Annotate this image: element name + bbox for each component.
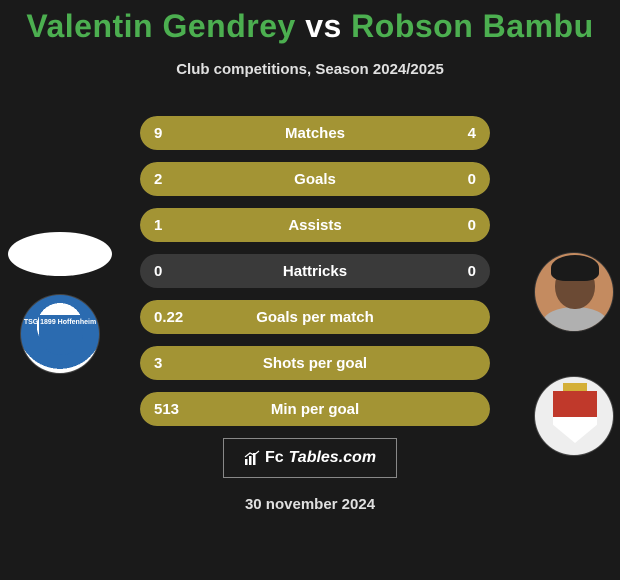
watermark-prefix: Fc — [265, 449, 284, 467]
player2-avatar — [534, 252, 614, 332]
vs-text: vs — [305, 8, 342, 44]
watermark-suffix: Tables.com — [289, 449, 376, 467]
player2-club-logo — [534, 376, 614, 456]
stat-label: Assists — [140, 208, 490, 242]
stat-row: 10Assists — [140, 208, 490, 242]
stat-row: 3Shots per goal — [140, 346, 490, 380]
stat-row: 513Min per goal — [140, 392, 490, 426]
stat-row: 0.22Goals per match — [140, 300, 490, 334]
club-logo-left-text: TSG 1899 Hoffenheim — [21, 319, 99, 326]
date: 30 november 2024 — [0, 496, 620, 513]
stat-label: Matches — [140, 116, 490, 150]
stat-label: Shots per goal — [140, 346, 490, 380]
player1-avatar — [8, 232, 112, 276]
comparison-title: Valentin Gendrey vs Robson Bambu — [0, 0, 620, 45]
chart-icon — [244, 450, 260, 466]
comparison-content: TSG 1899 Hoffenheim 94Matches 20Goals 10As… — [0, 116, 620, 426]
stat-row: 94Matches — [140, 116, 490, 150]
watermark: Fc Tables.com — [223, 438, 397, 478]
stat-bars: 94Matches 20Goals 10Assists 00Hattricks 0.22… — [140, 116, 490, 438]
stat-label: Goals — [140, 162, 490, 196]
stat-row: 00Hattricks — [140, 254, 490, 288]
stat-row: 20Goals — [140, 162, 490, 196]
stat-label: Goals per match — [140, 300, 490, 334]
stat-label: Hattricks — [140, 254, 490, 288]
player2-name: Robson Bambu — [351, 8, 593, 44]
player1-club-logo: TSG 1899 Hoffenheim — [20, 294, 100, 374]
player1-name: Valentin Gendrey — [26, 8, 295, 44]
stat-label: Min per goal — [140, 392, 490, 426]
subtitle: Club competitions, Season 2024/2025 — [0, 61, 620, 78]
